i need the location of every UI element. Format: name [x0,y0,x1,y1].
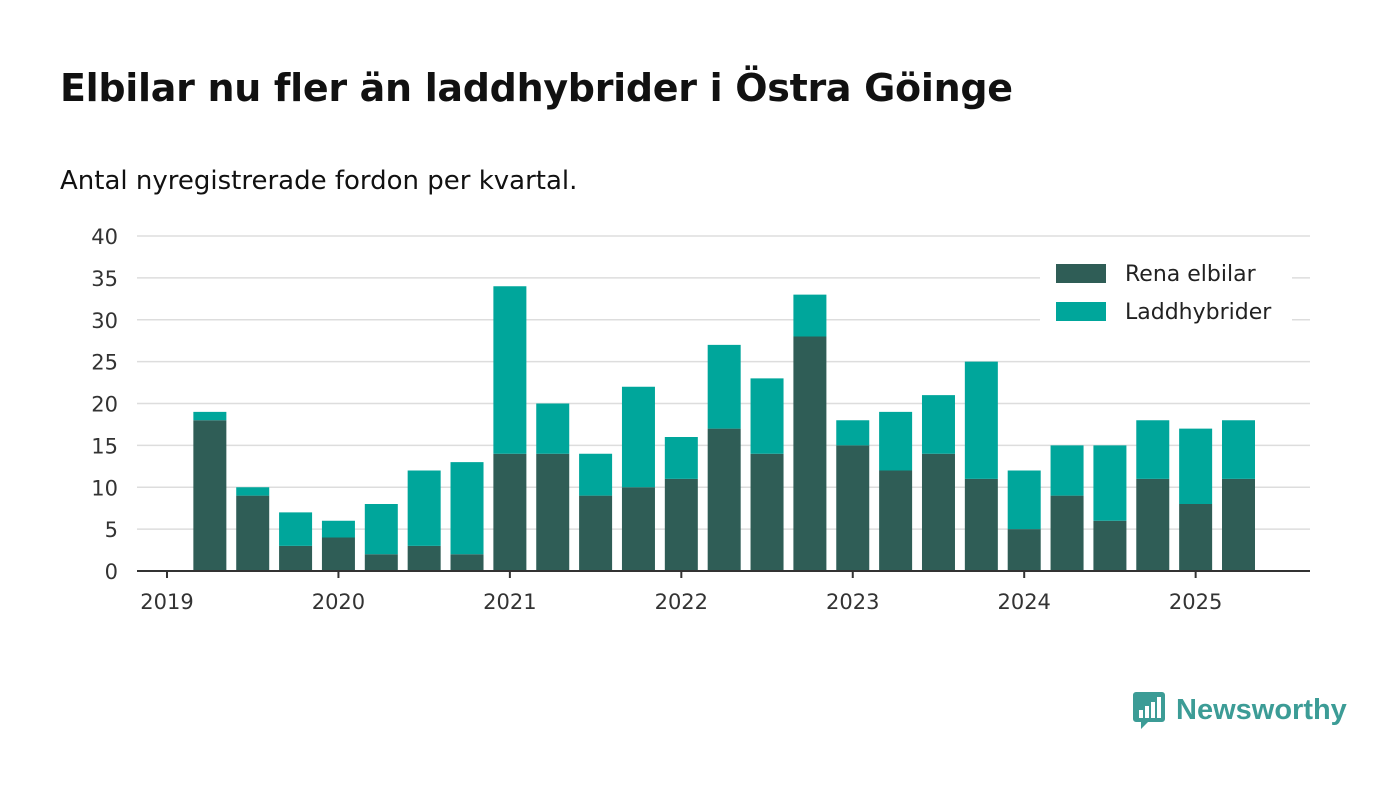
bar-laddhybrid-2022-Q4 [793,294,827,337]
bar-elbil-2025-Q2 [1222,478,1255,571]
chart-subtitle: Antal nyregistrerade fordon per kvartal. [60,166,578,196]
chart-title: Elbilar nu fler än laddhybrider i Östra … [60,66,1013,110]
y-tick-label: 10 [91,476,118,500]
bar-laddhybrid-2021-Q4 [621,386,655,488]
bar-elbil-2023-Q1 [836,445,870,571]
bar-elbil-2022-Q3 [750,453,784,571]
bar-laddhybrid-2020-Q2 [364,504,398,555]
bar-laddhybrid-2020-Q3 [407,470,441,546]
legend-label: Rena elbilar [1125,262,1257,287]
bar-laddhybrid-2024-Q3 [1093,445,1127,521]
y-tick-label: 15 [91,434,118,458]
bar-elbil-2019-Q3 [236,495,270,571]
x-tick-label: 2019 [140,590,193,614]
bar-laddhybrid-2024-Q1 [1007,470,1041,530]
bar-laddhybrid-2023-Q2 [879,411,913,471]
legend-label: Laddhybrider [1125,300,1272,325]
bar-laddhybrid-2019-Q2 [193,411,227,421]
y-tick-label: 35 [91,267,118,291]
bar-elbil-2024-Q3 [1093,520,1127,571]
bar-laddhybrid-2021-Q3 [579,453,613,496]
bar-laddhybrid-2023-Q3 [921,395,955,454]
y-tick-label: 20 [91,393,118,417]
bar-elbil-2022-Q1 [664,478,698,571]
bar-laddhybrid-2020-Q1 [321,520,355,538]
bar-elbil-2022-Q2 [707,428,741,571]
legend-swatch [1056,302,1106,321]
bar-elbil-2023-Q3 [921,453,955,571]
bar-elbil-2024-Q2 [1050,495,1084,571]
y-tick-label: 25 [91,351,118,375]
bar-elbil-2020-Q1 [321,537,355,571]
bar-elbil-2025-Q1 [1179,504,1213,571]
y-tick-label: 40 [91,225,118,249]
bar-laddhybrid-2025-Q2 [1222,420,1255,479]
y-axis-ticks: 0 5 10 15 20 25 30 35 40 [91,225,118,584]
bar-elbil-2021-Q4 [621,487,655,571]
x-tick-label: 2022 [655,590,708,614]
bar-elbil-2022-Q4 [793,336,827,571]
x-tick-label: 2021 [483,590,536,614]
y-tick-label: 0 [105,560,118,584]
legend: Rena elbilar Laddhybrider [1040,250,1292,330]
bar-laddhybrid-2022-Q2 [707,344,741,429]
bar-elbil-2023-Q2 [879,470,913,571]
brand-name: Newsworthy [1176,693,1347,726]
bar-elbil-2020-Q3 [407,545,441,571]
bar-elbil-2021-Q2 [536,453,570,571]
bar-elbil-2024-Q1 [1007,529,1041,571]
bar-laddhybrid-2024-Q2 [1050,445,1084,496]
y-tick-label: 30 [91,309,118,333]
bar-laddhybrid-2020-Q4 [450,462,484,555]
x-tick-label: 2024 [997,590,1050,614]
x-tick-label: 2023 [826,590,879,614]
bar-laddhybrid-2023-Q1 [836,420,870,446]
bar-laddhybrid-2022-Q3 [750,378,784,454]
bar-elbil-2024-Q4 [1136,478,1170,571]
bar-laddhybrid-2021-Q1 [493,286,527,454]
bar-laddhybrid-2019-Q3 [236,487,270,496]
bar-laddhybrid-2022-Q1 [664,437,698,479]
bar-elbil-2021-Q1 [493,453,527,571]
bar-laddhybrid-2019-Q4 [279,512,313,546]
chat-bar-chart-icon [1133,692,1165,729]
bar-laddhybrid-2025-Q1 [1179,428,1213,504]
bar-elbil-2020-Q4 [450,554,484,571]
bar-elbil-2020-Q2 [364,554,398,571]
bar-elbil-2023-Q4 [964,478,998,571]
bar-laddhybrid-2021-Q2 [536,403,570,454]
bar-elbil-2019-Q4 [279,545,313,571]
bars [193,286,1255,571]
x-tick-label: 2025 [1169,590,1222,614]
y-tick-label: 5 [105,518,118,542]
bar-elbil-2021-Q3 [579,495,613,571]
bar-laddhybrid-2024-Q4 [1136,420,1170,479]
bar-elbil-2019-Q2 [193,420,227,571]
bar-laddhybrid-2023-Q4 [964,361,998,479]
legend-swatch [1056,264,1106,283]
x-axis-ticks: 2019 2020 2021 2022 2023 2024 2025 [140,571,1222,614]
brand-logo: Newsworthy [1132,690,1347,730]
x-tick-label: 2020 [312,590,365,614]
